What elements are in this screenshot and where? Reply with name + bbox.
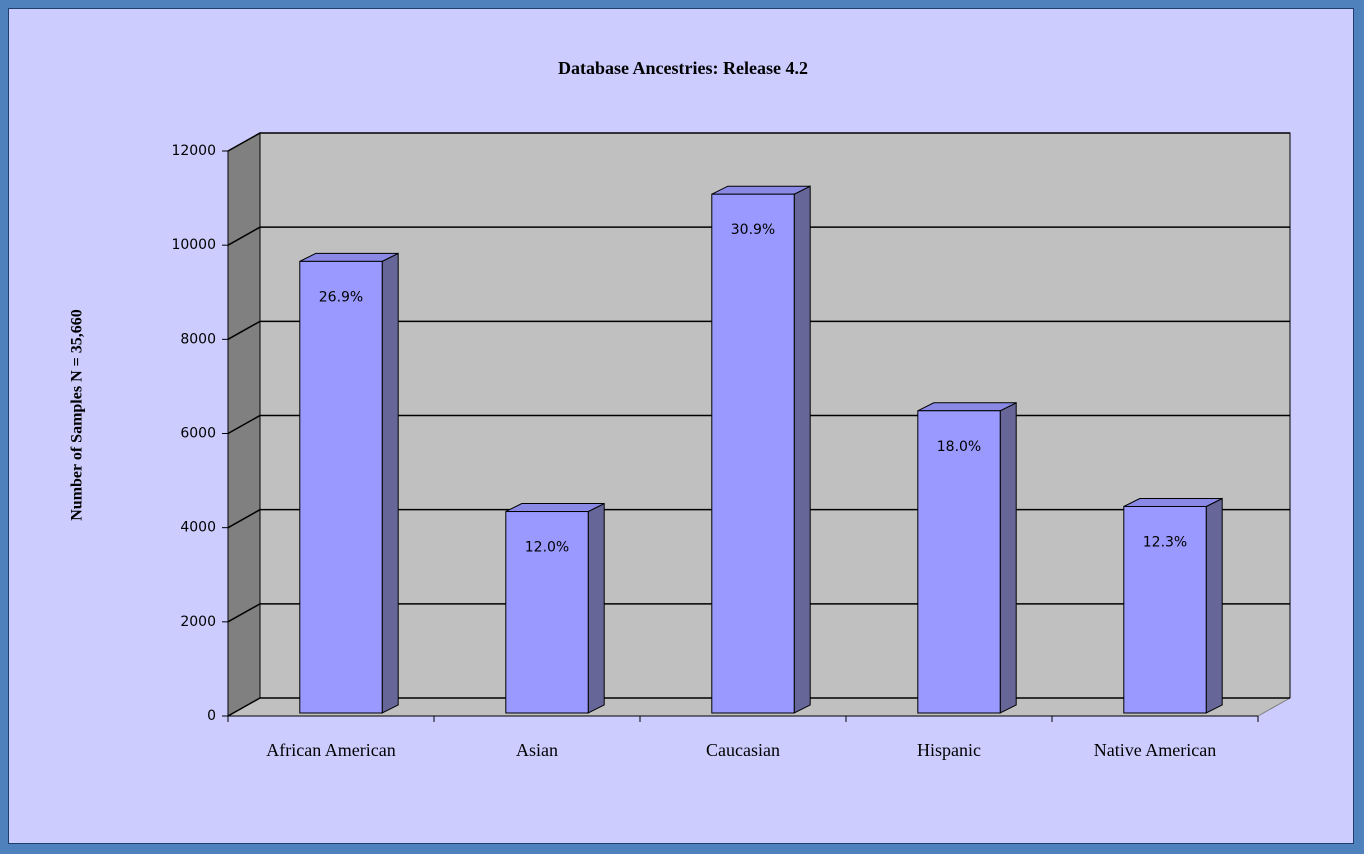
bar-top bbox=[505, 503, 605, 513]
bar bbox=[711, 193, 795, 714]
bar-top bbox=[711, 185, 811, 195]
y-tick-label: 0 bbox=[207, 708, 216, 724]
bar bbox=[917, 410, 1001, 714]
bar bbox=[299, 260, 383, 714]
bar-side bbox=[587, 502, 605, 714]
bar-top bbox=[1123, 497, 1223, 507]
y-axis-title: Number of Samples N = 35,660 bbox=[69, 309, 86, 521]
y-tick-label: 8000 bbox=[180, 331, 216, 347]
x-tick-label: Asian bbox=[516, 740, 558, 760]
bar bbox=[1123, 505, 1207, 714]
x-tick-label: African American bbox=[266, 740, 395, 760]
bar-top bbox=[299, 252, 399, 262]
y-tick-label: 2000 bbox=[180, 614, 216, 630]
grid-line bbox=[227, 226, 1290, 246]
x-tick-label: Hispanic bbox=[917, 740, 981, 760]
y-tick-label: 4000 bbox=[180, 520, 216, 536]
grid-line bbox=[227, 132, 1290, 152]
chart-title: Database Ancestries: Release 4.2 bbox=[558, 58, 808, 78]
bar bbox=[505, 511, 589, 714]
bar-side bbox=[999, 401, 1017, 714]
value-label: 12.3% bbox=[1143, 534, 1187, 550]
value-label: 12.0% bbox=[525, 540, 569, 556]
value-label: 26.9% bbox=[319, 289, 363, 305]
y-tick-label: 6000 bbox=[180, 426, 216, 442]
bar-top bbox=[917, 402, 1017, 412]
bar-side bbox=[793, 185, 811, 714]
bar-side bbox=[1205, 497, 1223, 714]
x-tick-label: Native American bbox=[1094, 740, 1216, 760]
grid-line bbox=[227, 320, 1290, 340]
bar-side bbox=[381, 252, 399, 714]
value-label: 30.9% bbox=[731, 222, 775, 238]
value-label: 18.0% bbox=[937, 439, 981, 455]
y-tick-label: 12000 bbox=[171, 143, 216, 159]
x-tick-label: Caucasian bbox=[706, 740, 780, 760]
y-tick-label: 10000 bbox=[171, 237, 216, 253]
